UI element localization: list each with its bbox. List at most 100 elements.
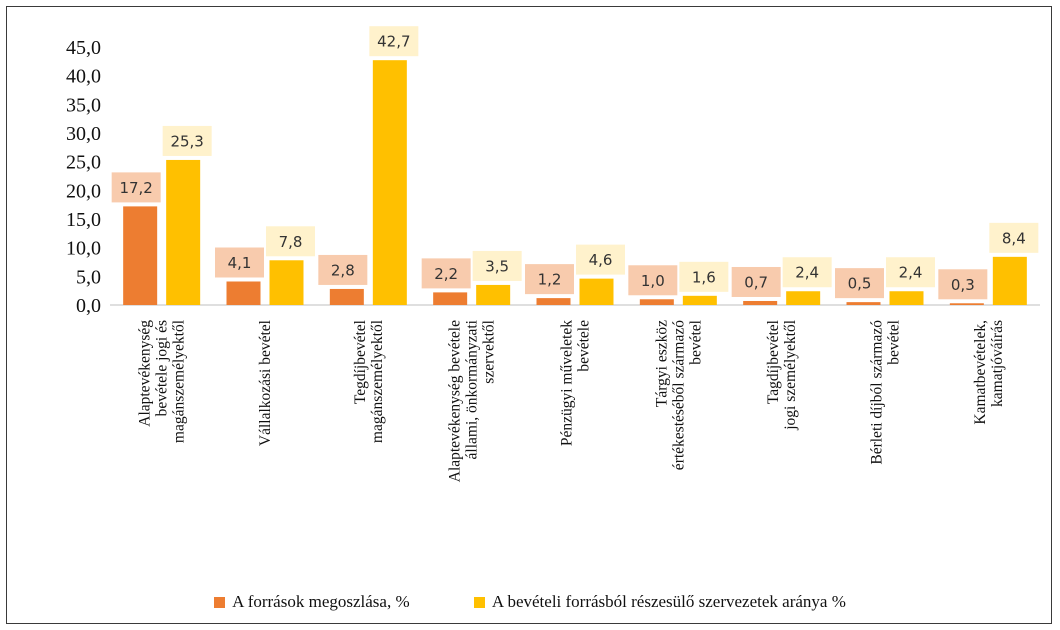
bar-series-1 <box>123 206 158 305</box>
data-label-bg-series-2 <box>472 250 522 281</box>
category-label-line: szervektől <box>481 320 498 384</box>
bar-series-1 <box>846 302 881 305</box>
legend-item-series-1: A források megoszlása, % <box>214 592 410 612</box>
y-tick-label: 5,0 <box>76 266 101 288</box>
data-label-bg-series-2 <box>369 26 419 57</box>
data-label-bg-series-2 <box>162 125 212 156</box>
category-label-line: magánszemélyektől <box>171 320 188 443</box>
data-label-bg-series-2 <box>576 244 625 275</box>
legend-item-series-2: A bevételi forrásból részesülő szervezet… <box>473 592 846 612</box>
category-label-line: értékestéséből származó <box>670 320 687 470</box>
category-label-text: Alaptevékenység bevételeállami, önkormán… <box>447 319 498 482</box>
bar-series-2 <box>682 295 717 305</box>
bar-series-1 <box>639 299 674 305</box>
category-label-line: Tagdíjbevétel <box>765 320 782 404</box>
y-axis: 0,0 5,0 10,0 15,0 20,0 25,0 30,0 35,0 40,0 45,0 <box>66 37 1040 317</box>
bar-series-1 <box>949 303 984 305</box>
data-label-series-2: 2,4 <box>795 264 819 282</box>
y-tick-label: 45,0 <box>66 37 101 59</box>
category-label: Tegdíjbevételmagánszemélyektől <box>352 320 386 443</box>
data-label-bg-series-1 <box>938 269 988 300</box>
data-label-series-1: 2,2 <box>434 265 458 283</box>
category-label: Bérleti díjból származóbevétel <box>869 320 903 465</box>
legend: A források megoszlása, % A bevételi forr… <box>0 592 1060 613</box>
data-label-bg-series-2 <box>886 257 935 288</box>
data-label-series-2: 7,8 <box>279 233 303 251</box>
category-label-line: Tárgyi eszköz <box>653 320 670 407</box>
category-label-line: Vállalkozási bevétel <box>257 320 274 446</box>
category-label-text: Alaptevékenységbevétele jogi ésmagánszem… <box>137 320 188 443</box>
category-label-line: Pénzügyi műveletek <box>559 320 576 446</box>
bars <box>123 60 1027 305</box>
category-label-text: Tegdíjbevételmagánszemélyektől <box>352 320 386 443</box>
data-label-series-2: 1,6 <box>692 268 716 286</box>
data-label-bg-series-2 <box>782 257 832 288</box>
data-label-bg-series-1 <box>421 258 471 289</box>
bar-series-2 <box>992 256 1027 305</box>
data-label-series-2: 2,4 <box>899 264 923 282</box>
category-label: Tagdíjbevételjogi személyektől <box>765 320 799 431</box>
category-label-line: Bérleti díjból származó <box>869 320 886 465</box>
category-label: Pénzügyi műveletekbevétele <box>559 320 593 446</box>
y-tick-label: 40,0 <box>66 66 101 88</box>
category-label-line: bevétel <box>886 320 903 365</box>
y-tick-label: 10,0 <box>66 238 101 260</box>
category-label-line: jogi személyektől <box>782 320 799 431</box>
data-label-bg-series-1 <box>215 247 264 278</box>
bar-series-1 <box>433 292 468 305</box>
y-tick-label: 20,0 <box>66 180 101 202</box>
bar-series-2 <box>476 284 511 305</box>
data-labels: 17,2 25,3 4,1 7,8 2,8 42,7 2,2 3,5 1,2 4,6 1,0 1,6 0… <box>111 26 1039 300</box>
bar-series-2 <box>166 159 201 305</box>
category-label-line: Alaptevékenység bevétele <box>447 320 464 482</box>
bar-series-1 <box>226 281 261 305</box>
legend-label-series-2: A bevételi forrásból részesülő szervezet… <box>491 592 846 611</box>
data-label-bg-series-1 <box>318 254 368 285</box>
category-label-line: bevétele <box>576 320 593 372</box>
bar-series-2 <box>786 291 821 305</box>
bar-series-2 <box>579 278 614 305</box>
category-label-text: Tárgyi eszközértékestéséből származóbevé… <box>653 320 704 470</box>
category-label-text: Kamatbevételek,kamatjóváírás <box>972 320 1006 425</box>
data-label-series-2: 4,6 <box>589 251 613 269</box>
data-label-series-1: 0,3 <box>951 276 975 294</box>
y-tick-label: 0,0 <box>76 295 101 317</box>
data-label-series-1: 4,1 <box>228 254 252 272</box>
data-label-bg-series-2 <box>989 222 1039 253</box>
category-label-line: állami, önkormányzati <box>464 319 481 459</box>
data-label-series-1: 1,2 <box>538 271 562 289</box>
data-label-series-1: 0,5 <box>848 275 872 293</box>
data-label-series-1: 2,8 <box>331 261 355 279</box>
data-label-bg-series-1 <box>731 266 781 297</box>
category-label-line: Kamatbevételek, <box>972 320 989 425</box>
bar-series-2 <box>269 260 304 305</box>
data-label-bg-series-1 <box>525 264 574 295</box>
legend-swatch-series-1 <box>214 596 226 608</box>
data-label-bg-series-1 <box>628 265 678 296</box>
category-label: Tárgyi eszközértékestéséből származóbevé… <box>653 320 704 470</box>
data-label-bg-series-2 <box>266 226 315 257</box>
bar-series-2 <box>372 60 407 305</box>
category-label-line: bevétel <box>687 320 704 365</box>
category-label-text: Vállalkozási bevétel <box>257 320 274 446</box>
data-label-series-2: 3,5 <box>485 257 509 275</box>
data-label-bg-series-2 <box>679 261 729 292</box>
category-label-text: Tagdíjbevételjogi személyektől <box>765 320 799 431</box>
y-tick-label: 30,0 <box>66 123 101 145</box>
category-label-line: kamatjóváírás <box>989 320 1006 407</box>
data-label-series-1: 17,2 <box>119 179 152 197</box>
legend-label-series-1: A források megoszlása, % <box>232 592 410 611</box>
category-label: Alaptevékenység bevételeállami, önkormán… <box>447 319 498 482</box>
y-tick-label: 15,0 <box>66 209 101 231</box>
bar-series-1 <box>743 300 778 305</box>
category-label-text: Bérleti díjból származóbevétel <box>869 320 903 465</box>
bar-series-1 <box>536 298 571 305</box>
category-labels: Alaptevékenységbevétele jogi ésmagánszem… <box>137 319 1006 482</box>
data-label-bg-series-1 <box>111 172 161 203</box>
category-label-line: magánszemélyektől <box>369 320 386 443</box>
chart-frame <box>6 6 1052 624</box>
bar-series-2 <box>889 291 924 305</box>
legend-swatch-series-2 <box>473 596 485 608</box>
category-label-line: bevétele jogi és <box>154 320 171 416</box>
